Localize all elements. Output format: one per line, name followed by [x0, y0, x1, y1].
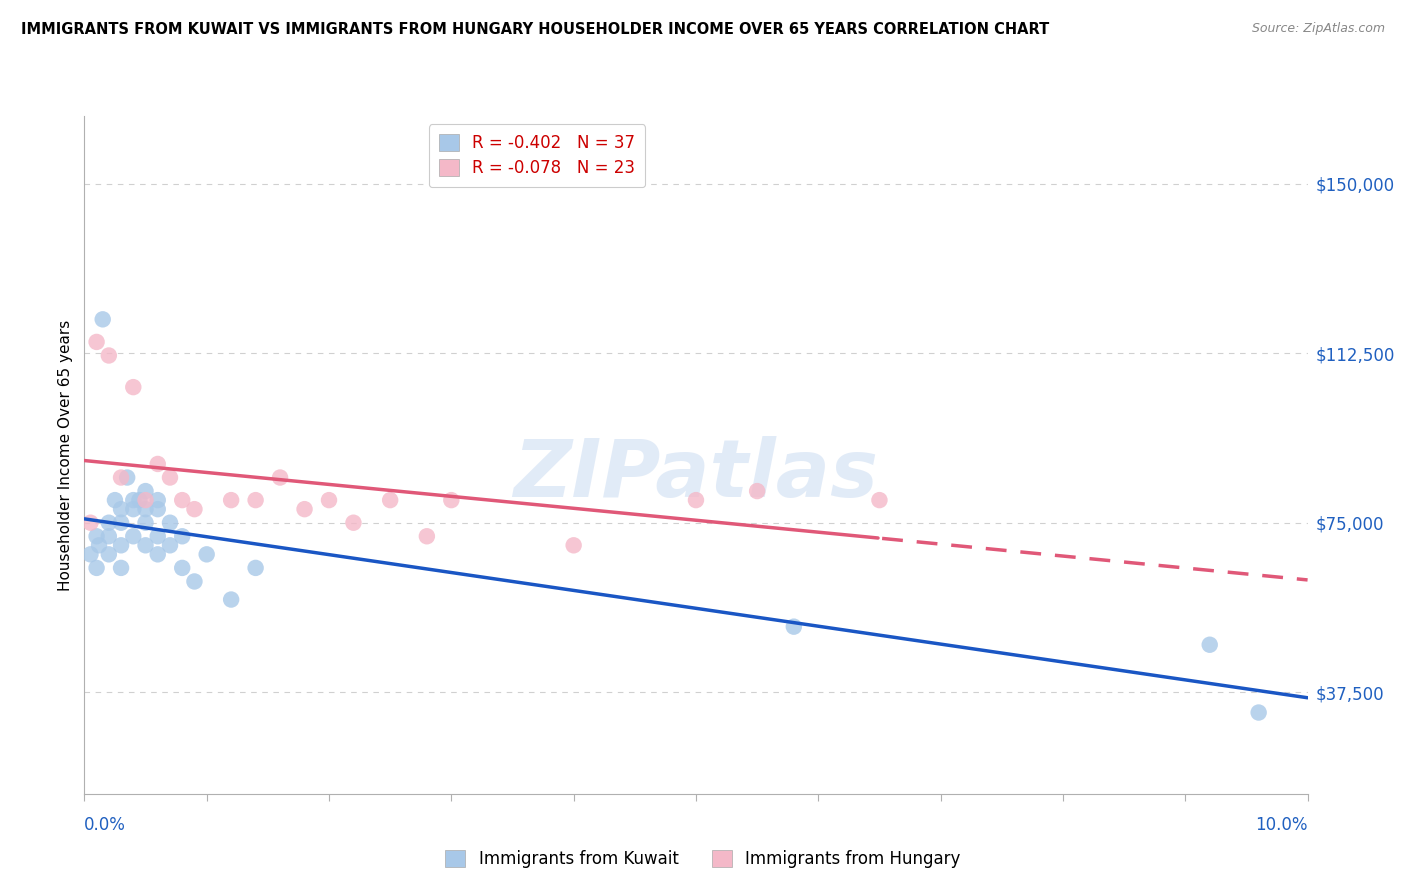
Point — [172, 529, 194, 543]
Point — [146, 493, 169, 508]
Point — [747, 484, 769, 499]
Point — [97, 349, 120, 363]
Point — [97, 516, 120, 530]
Point — [269, 470, 291, 484]
Point — [159, 516, 181, 530]
Point — [245, 561, 267, 575]
Point — [146, 547, 169, 561]
Point — [110, 516, 132, 530]
Point — [135, 493, 157, 508]
Point — [86, 561, 108, 575]
Point — [135, 538, 157, 552]
Point — [1198, 638, 1220, 652]
Point — [416, 529, 439, 543]
Point — [122, 529, 145, 543]
Point — [146, 457, 169, 471]
Point — [97, 529, 120, 543]
Point — [110, 561, 132, 575]
Point — [110, 502, 132, 516]
Point — [135, 516, 157, 530]
Point — [122, 502, 145, 516]
Point — [685, 493, 707, 508]
Point — [79, 547, 101, 561]
Point — [146, 502, 169, 516]
Point — [440, 493, 463, 508]
Point — [135, 484, 157, 499]
Point — [159, 538, 181, 552]
Point — [135, 502, 157, 516]
Point — [104, 493, 127, 508]
Point — [110, 470, 132, 484]
Point — [219, 493, 242, 508]
Point — [86, 334, 108, 349]
Point — [128, 493, 150, 508]
Point — [87, 538, 110, 552]
Point — [1247, 706, 1270, 720]
Point — [294, 502, 316, 516]
Y-axis label: Householder Income Over 65 years: Householder Income Over 65 years — [58, 319, 73, 591]
Point — [159, 470, 181, 484]
Legend: Immigrants from Kuwait, Immigrants from Hungary: Immigrants from Kuwait, Immigrants from … — [439, 843, 967, 875]
Point — [91, 312, 114, 326]
Text: IMMIGRANTS FROM KUWAIT VS IMMIGRANTS FROM HUNGARY HOUSEHOLDER INCOME OVER 65 YEA: IMMIGRANTS FROM KUWAIT VS IMMIGRANTS FRO… — [21, 22, 1049, 37]
Point — [195, 547, 218, 561]
Point — [245, 493, 267, 508]
Point — [115, 470, 138, 484]
Point — [122, 493, 145, 508]
Point — [146, 529, 169, 543]
Text: 10.0%: 10.0% — [1256, 816, 1308, 834]
Point — [318, 493, 340, 508]
Point — [342, 516, 364, 530]
Text: 0.0%: 0.0% — [84, 816, 127, 834]
Point — [97, 547, 120, 561]
Point — [86, 529, 108, 543]
Text: ZIPatlas: ZIPatlas — [513, 436, 879, 515]
Point — [562, 538, 585, 552]
Point — [110, 538, 132, 552]
Point — [172, 561, 194, 575]
Point — [783, 620, 806, 634]
Point — [380, 493, 402, 508]
Text: Source: ZipAtlas.com: Source: ZipAtlas.com — [1251, 22, 1385, 36]
Point — [869, 493, 891, 508]
Point — [183, 574, 205, 589]
Point — [172, 493, 194, 508]
Point — [122, 380, 145, 394]
Point — [219, 592, 242, 607]
Point — [183, 502, 205, 516]
Legend: R = -0.402   N = 37, R = -0.078   N = 23: R = -0.402 N = 37, R = -0.078 N = 23 — [429, 124, 645, 187]
Point — [79, 516, 101, 530]
